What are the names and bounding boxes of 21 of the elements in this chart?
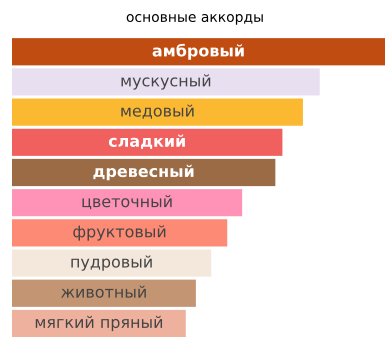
bar xyxy=(12,280,196,307)
bar xyxy=(12,219,228,246)
bar xyxy=(12,158,276,186)
bar xyxy=(12,98,303,126)
y-tick-label: фруктовый xyxy=(73,225,166,241)
y-tick-label: мягкий пряный xyxy=(36,316,162,332)
y-tick-label: амбровый xyxy=(152,44,244,60)
bar xyxy=(12,128,282,156)
y-tick-label: цветочный xyxy=(82,195,172,210)
y-tick-label: мускусный xyxy=(122,74,210,90)
y-tick-label: сладкий xyxy=(108,134,185,149)
bar xyxy=(12,38,385,66)
y-tick-label: древесный xyxy=(93,164,194,180)
y-tick-label: медовый xyxy=(121,104,194,119)
bar xyxy=(12,310,186,338)
y-tick-label: пудровый xyxy=(71,255,152,271)
y-tick-label: животный xyxy=(61,286,146,298)
bar xyxy=(12,249,212,277)
chart-title: основные аккорды xyxy=(126,14,263,25)
bar xyxy=(12,68,320,96)
bar xyxy=(12,189,242,216)
